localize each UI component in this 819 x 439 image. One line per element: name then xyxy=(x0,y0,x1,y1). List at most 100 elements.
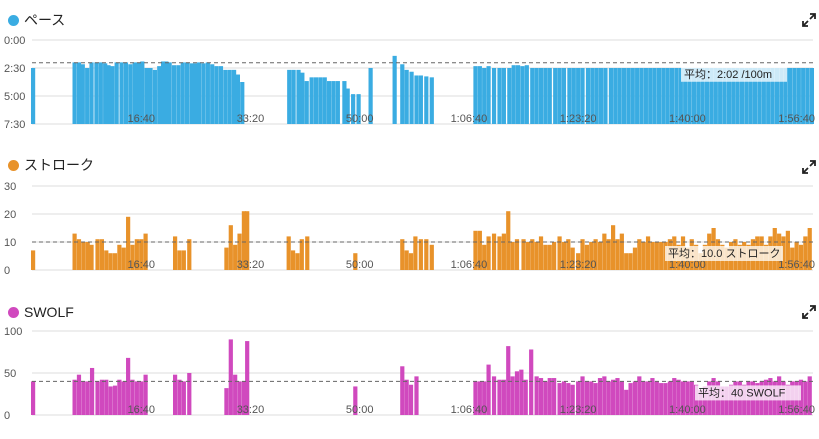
bar-134 xyxy=(774,68,780,124)
bar-84 xyxy=(702,386,707,415)
bar-94 xyxy=(598,68,604,124)
bar-28 xyxy=(353,386,358,415)
average-label: 平均：40 SWOLF xyxy=(698,386,786,399)
bar-1 xyxy=(72,62,77,124)
bar-30 xyxy=(404,379,409,415)
bar-39 xyxy=(501,379,506,415)
bar-7 xyxy=(98,62,103,124)
bar-64 xyxy=(418,75,423,124)
bar-53 xyxy=(566,383,571,415)
x-tick-label: 1:56:40 xyxy=(778,259,815,271)
bar-29 xyxy=(400,366,405,415)
bar-82 xyxy=(659,242,664,270)
bar-136 xyxy=(783,68,788,124)
y-tick-label: 5:00 xyxy=(4,91,25,103)
stroke-chart: 0 10 20 30 16:40 33:20 50:00 1:06:40 1:23:20 1:40… xyxy=(4,181,815,277)
bar-110 xyxy=(669,68,675,124)
bar-57 xyxy=(547,244,552,270)
bar-72 xyxy=(615,239,620,270)
x-tick-label: 33:20 xyxy=(237,113,265,125)
bar-127 xyxy=(744,68,749,124)
bar-43 xyxy=(482,244,487,270)
x-tick-label: 1:23:20 xyxy=(560,404,597,416)
bar-16 xyxy=(139,381,144,415)
bar-48 xyxy=(506,211,511,270)
bar-52 xyxy=(561,381,567,415)
bar-22 xyxy=(160,61,166,124)
bar-2 xyxy=(76,239,82,270)
bar-128 xyxy=(748,68,753,124)
bar-81 xyxy=(538,68,544,124)
bar-131 xyxy=(761,68,766,124)
bar-62 xyxy=(570,247,575,270)
x-tick-label: 33:20 xyxy=(237,259,265,271)
bar-9 xyxy=(108,386,113,415)
bar-42 xyxy=(477,230,482,270)
bar-81 xyxy=(689,381,694,415)
bar-104 xyxy=(643,68,648,124)
bar-23 xyxy=(228,339,233,415)
pace-chart-title: ペース xyxy=(24,12,66,28)
bar-76 xyxy=(515,65,521,124)
bar-10 xyxy=(112,253,118,270)
expand-icon[interactable] xyxy=(802,13,816,27)
bar-26 xyxy=(241,381,247,415)
bar-41 xyxy=(510,376,515,415)
bar-54 xyxy=(534,242,539,270)
swolf-legend-dot xyxy=(8,306,19,318)
bar-98 xyxy=(617,68,622,124)
bar-8 xyxy=(104,250,109,270)
swolf-chart: 0 50 100 16:40 33:20 50:00 1:06:40 1:23:20 1:40:… xyxy=(4,326,815,422)
bar-107 xyxy=(656,68,662,124)
bar-66 xyxy=(589,242,594,270)
bar-86 xyxy=(561,68,567,124)
bar-140 xyxy=(801,68,806,124)
bar-9 xyxy=(106,65,111,124)
x-tick-label: 1:40:00 xyxy=(669,404,706,416)
bar-18 xyxy=(172,374,178,415)
bar-113 xyxy=(683,68,688,124)
bar-49 xyxy=(318,77,323,124)
bar-70 xyxy=(641,381,646,415)
bar-58 xyxy=(368,68,373,124)
expand-icon[interactable] xyxy=(802,305,816,319)
bar-75 xyxy=(511,65,516,124)
bar-3 xyxy=(81,381,86,415)
bar-40 xyxy=(235,74,240,124)
x-tick-label: 50:00 xyxy=(346,113,374,125)
bar-18 xyxy=(144,68,149,124)
x-tick-label: 50:00 xyxy=(346,404,374,416)
bar-43 xyxy=(291,69,296,124)
x-tick-label: 50:00 xyxy=(346,259,374,271)
bar-73 xyxy=(619,233,624,270)
bar-54 xyxy=(570,384,575,415)
bar-9 xyxy=(108,253,113,270)
bar-34 xyxy=(477,381,482,415)
swolf-chart-title: SWOLF xyxy=(24,304,74,320)
bar-5 xyxy=(89,62,94,124)
bar-19 xyxy=(177,250,182,270)
y-tick-label: 0 xyxy=(4,265,10,277)
bar-13 xyxy=(126,357,131,415)
bar-31 xyxy=(197,62,202,124)
bar-61 xyxy=(404,69,409,124)
bar-26 xyxy=(176,65,181,124)
bar-99 xyxy=(621,68,627,124)
bar-20 xyxy=(181,381,186,415)
expand-icon[interactable] xyxy=(802,160,816,174)
bar-78 xyxy=(676,379,681,415)
bar-24 xyxy=(233,244,238,270)
bar-71 xyxy=(491,68,497,124)
bar-102 xyxy=(635,68,640,124)
bar-15 xyxy=(134,381,139,415)
bar-5 xyxy=(89,367,95,415)
bar-32 xyxy=(201,63,206,124)
bar-47 xyxy=(538,378,544,415)
bar-88 xyxy=(720,386,725,415)
bar-45 xyxy=(491,233,497,270)
bar-137 xyxy=(787,68,793,124)
bar-2 xyxy=(76,62,82,124)
bar-35 xyxy=(214,66,219,124)
bar-62 xyxy=(409,71,414,124)
bar-122 xyxy=(722,68,727,124)
